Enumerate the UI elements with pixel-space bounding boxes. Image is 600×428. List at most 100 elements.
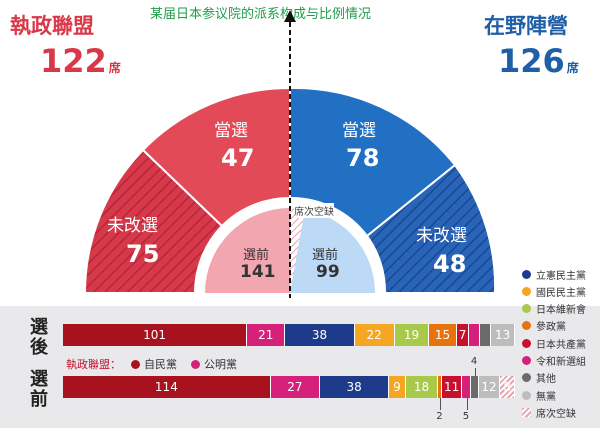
legend-item: 無黨 [522,388,556,403]
legend-swatch [522,338,531,348]
opposition-elected-value: 78 [346,144,380,172]
center-arrow-icon [284,10,296,22]
legend-swatch [522,390,531,400]
ruling-total-number: 122 [40,42,107,80]
legend-item: 令和新選組 [522,354,586,368]
opposition-name: 在野陣營 [484,14,568,38]
legend-item: 席次空缺 [522,405,576,420]
bar-value-label: 38 [311,328,328,342]
bar-value-label: 9 [393,380,401,394]
legend-swatch [522,286,531,296]
bar-value-label: 101 [143,328,166,342]
legend-label: 無黨 [536,391,556,403]
opposition-total-number: 126 [498,42,565,80]
legend-item: 其他 [522,371,556,385]
opposition-total-unit: 席 [566,61,579,75]
leader-line [474,368,476,376]
row-label-after: 選後 [30,317,48,358]
bar-segment-before: 27 [270,376,320,398]
ruling-elected-value: 47 [221,144,255,172]
bar-segment-before: 9 [389,376,406,398]
bar-value-label: 11 [443,380,460,394]
opposition-before-label: 選前 [312,248,339,263]
opposition-elected-sector [289,86,457,238]
small-value-label: 4 [470,356,478,367]
bar-segment-after [480,324,492,346]
vacancy-sector [290,207,305,293]
ruling-legend: 執政聯盟： 自民黨 公明黨 [66,356,237,372]
opposition-unchanged-sector [365,163,497,294]
bar-segment-after: 21 [247,324,286,346]
legend-label: 席次空缺 [536,408,576,420]
bar-value-label: 27 [287,380,303,394]
legend-label: 日本維新會 [536,305,586,317]
bar-segment-after: 19 [394,324,430,346]
ruling-before-label: 選前 [243,248,270,263]
legend-swatch [522,356,531,365]
legend-swatch [522,304,531,314]
bar-before-small-labels: 2 5 4 [63,356,515,428]
bar-value-label: 12 [481,380,497,394]
legend-label: 立憲民主黨 [536,270,586,282]
bar-value-label: 22 [366,328,382,342]
opposition-unchanged-label: 未改選 [416,226,467,246]
legend-swatch [522,373,531,383]
opposition-total: 126 席 [498,42,579,80]
ruling-unchanged-value: 75 [126,240,160,268]
bar-value-label: 8 [503,380,512,394]
bar-segment-after: 13 [491,324,515,346]
legend-item: 立憲民主黨 [522,267,586,282]
legend-swatch [522,321,531,331]
bar-value-label: 21 [258,328,274,342]
bar-segment-before: 38 [319,376,390,398]
opposition-elected-label: 當選 [342,121,376,141]
opposition-before-value: 99 [316,262,340,282]
legend-label: 日本共產黨 [536,339,586,351]
bar-value-label: 7 [458,328,467,342]
bar-value-label: 38 [346,380,362,394]
bar-segment-before: 11 [442,376,463,398]
bar-segment-after: 22 [354,324,395,346]
bar-segment-before: 114 [63,376,271,398]
bar-segment-before: 18 [405,376,439,398]
komeito-legend-label: 公明黨 [204,358,237,371]
ruling-before-value: 141 [240,262,276,282]
legend-label: 令和新選組 [536,357,586,368]
legend-label: 國民民主黨 [536,287,586,299]
legend-item: 日本維新會 [522,302,586,316]
bar-value-label: 114 [154,380,178,394]
legend-swatch [522,269,531,279]
bar-segment-after: 101 [63,324,248,346]
bar-value-label: 13 [495,328,511,342]
bar-segment-before: 12 [478,376,501,398]
ruling-elected-label: 當選 [214,121,248,141]
row-label-before: 選前 [30,369,48,410]
ruling-before-sector [205,208,290,293]
bar-value-label: 18 [413,380,430,394]
bar-segment-after: 38 [285,324,355,346]
bar-value-label: 15 [434,328,451,342]
bar-segment-before [471,376,479,398]
bar-segment-after [469,324,481,346]
ruling-total: 122 席 [40,42,121,80]
bar-after: 101 21 38 22 19 15 7 13 [63,324,515,346]
legend-label: 其他 [536,374,556,386]
legend-label: 參政黨 [536,322,566,334]
small-value-label: 2 [436,411,443,422]
ruling-unchanged-label: 未改選 [107,216,158,236]
opposition-unchanged-value: 48 [433,250,467,278]
bar-value-label: 19 [403,328,420,342]
legend-swatch [522,407,531,417]
komeito-dot [191,359,200,369]
bar-segment-after: 7 [456,324,470,346]
ldp-dot [131,359,140,369]
ruling-legend-label: 執政聯盟： [66,358,121,371]
ldp-legend-label: 自民黨 [144,358,177,371]
vacancy-tag: 席次空缺 [294,203,334,218]
bar-segment-before [438,376,443,398]
leader-line [440,398,442,410]
bar-segment-before: 8 [500,376,515,398]
legend-item: 參政黨 [522,319,566,333]
bar-segment-after: 15 [429,324,457,346]
small-value-label: 5 [462,411,470,422]
